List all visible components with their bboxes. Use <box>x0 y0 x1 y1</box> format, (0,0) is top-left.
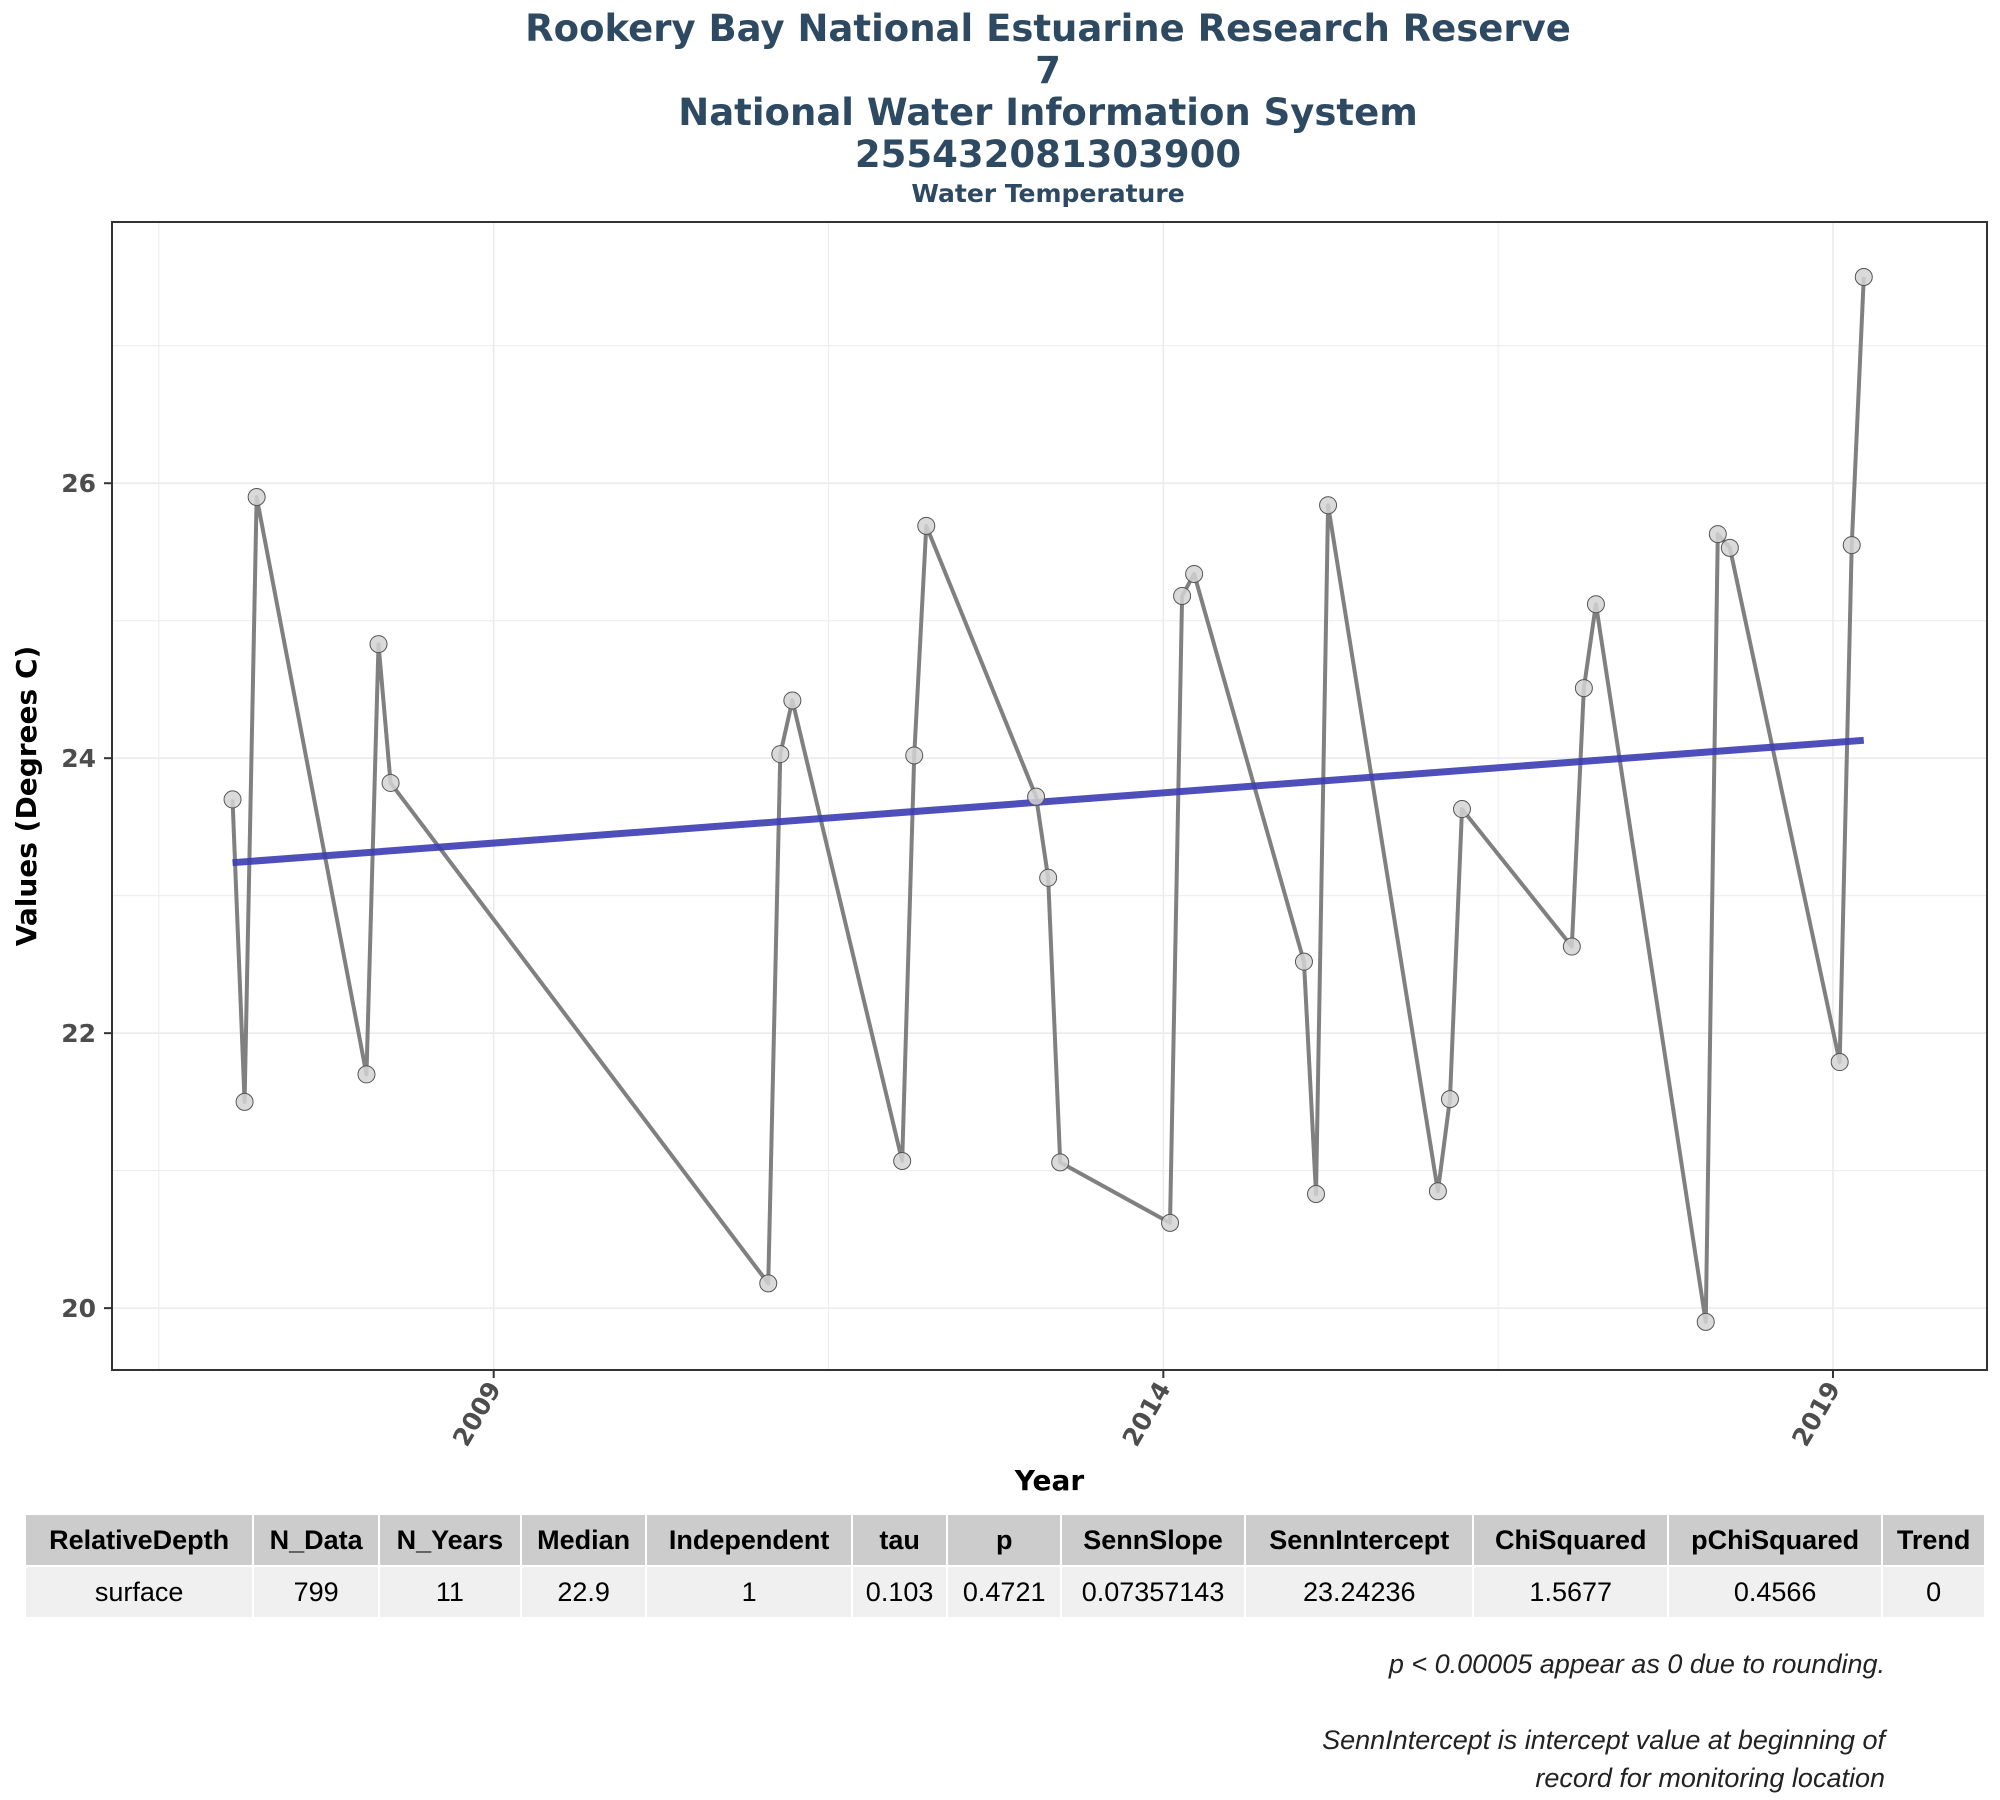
chart-titles: Rookery Bay National Estuarine Research … <box>0 8 2000 212</box>
intercept-note-line1: SennIntercept is intercept value at begi… <box>1322 1725 1885 1755</box>
data-point <box>381 773 400 792</box>
stats-header-cell: N_Data <box>254 1515 379 1567</box>
data-point <box>1319 496 1338 515</box>
data-point <box>1696 1312 1715 1331</box>
data-point <box>917 516 936 535</box>
stats-header-cell: SennIntercept <box>1246 1515 1473 1567</box>
stats-header-row: RelativeDepth N_Data N_Years Median Independ… <box>26 1515 1984 1567</box>
title-station-number: 7 <box>1035 49 1061 92</box>
y-tick-label: 26 <box>61 469 96 498</box>
stats-cell: 0 <box>1883 1567 1984 1617</box>
stats-header-cell: ChiSquared <box>1474 1515 1668 1567</box>
stats-cell: 11 <box>380 1567 520 1617</box>
stats-cell: 1.5677 <box>1474 1567 1668 1617</box>
x-axis-title: Year <box>1014 1464 1085 1497</box>
data-point <box>1842 536 1861 555</box>
stats-cell: 0.103 <box>852 1567 947 1617</box>
stats-header-cell: Independent <box>647 1515 851 1567</box>
stats-cell: 1 <box>647 1567 851 1617</box>
data-point <box>247 487 266 506</box>
y-tick-label: 20 <box>61 1294 96 1323</box>
y-tick-label: 24 <box>61 744 96 773</box>
title-site-id: 255432081303900 <box>854 133 1242 176</box>
data-point <box>893 1152 912 1171</box>
title-reserve: Rookery Bay National Estuarine Research … <box>525 7 1571 50</box>
data-point <box>1720 538 1739 557</box>
data-point <box>905 746 924 765</box>
stats-cell: 799 <box>254 1567 379 1617</box>
stats-data-row: surface 799 11 22.9 1 0.103 0.4721 0.07357143 23… <box>26 1567 1984 1617</box>
data-point <box>771 745 790 764</box>
data-point <box>1440 1090 1459 1109</box>
stats-cell: 23.24236 <box>1246 1567 1473 1617</box>
data-point <box>759 1274 778 1293</box>
y-tick-label: 22 <box>61 1019 96 1048</box>
rounding-note: p < 0.00005 appear as 0 due to rounding. <box>1388 1649 1885 1679</box>
data-point <box>1830 1053 1849 1072</box>
stats-cell: 0.4721 <box>948 1567 1060 1617</box>
data-point <box>1708 525 1727 544</box>
stats-header-cell: Trend <box>1883 1515 1984 1567</box>
axes: 20 22 24 26 2009 2014 2019 <box>61 469 1846 1451</box>
data-point <box>1039 868 1058 887</box>
data-point <box>1161 1213 1180 1232</box>
plot-panel-border <box>111 221 1988 1371</box>
data-point <box>1586 595 1605 614</box>
data-point <box>1027 787 1046 806</box>
data-point <box>1307 1185 1326 1204</box>
intercept-note-line2: record for monitoring location <box>1535 1763 1885 1793</box>
stats-header-cell: pChiSquared <box>1669 1515 1882 1567</box>
chart-subtitle: Water Temperature <box>911 179 1185 208</box>
data-point <box>783 691 802 710</box>
stats-header-cell: Median <box>521 1515 646 1567</box>
statistics-table: RelativeDepth N_Data N_Years Median Independ… <box>24 1515 1986 1617</box>
stats-header-cell: SennSlope <box>1061 1515 1245 1567</box>
stats-header-cell: p <box>948 1515 1060 1567</box>
x-tick-label: 2019 <box>1786 1377 1846 1452</box>
stats-header-cell: RelativeDepth <box>26 1515 253 1567</box>
stats-cell: 22.9 <box>521 1567 646 1617</box>
x-tick-label: 2009 <box>447 1377 507 1452</box>
data-point <box>1428 1182 1447 1201</box>
trend-line <box>232 736 1865 867</box>
data-point <box>1854 267 1873 286</box>
stats-header-cell: tau <box>852 1515 947 1567</box>
data-point <box>1574 679 1593 698</box>
y-axis-title: Values (Degrees C) <box>10 646 43 947</box>
stats-header-cell: N_Years <box>380 1515 520 1567</box>
stats-cell: surface <box>26 1567 253 1617</box>
data-point <box>369 635 388 654</box>
data-point <box>1562 937 1581 956</box>
data-point <box>1051 1153 1070 1172</box>
stats-cell: 0.07357143 <box>1061 1567 1245 1617</box>
data-point <box>357 1065 376 1084</box>
data-point <box>223 790 242 809</box>
data-point <box>1294 952 1313 971</box>
grid <box>112 222 1987 1370</box>
data-point <box>1453 800 1471 819</box>
data-point <box>1185 564 1204 583</box>
data-point <box>235 1092 254 1111</box>
data-point <box>1173 586 1192 605</box>
footnotes: p < 0.00005 appear as 0 due to rounding.… <box>1322 1645 1885 1797</box>
data-layer <box>223 267 1873 1331</box>
chart-svg: 20 22 24 26 2009 2014 2019 Year Values (Degree… <box>10 221 1988 1497</box>
stats-cell: 0.4566 <box>1669 1567 1882 1617</box>
title-system: National Water Information System <box>678 91 1418 134</box>
x-tick-label: 2014 <box>1117 1377 1177 1452</box>
